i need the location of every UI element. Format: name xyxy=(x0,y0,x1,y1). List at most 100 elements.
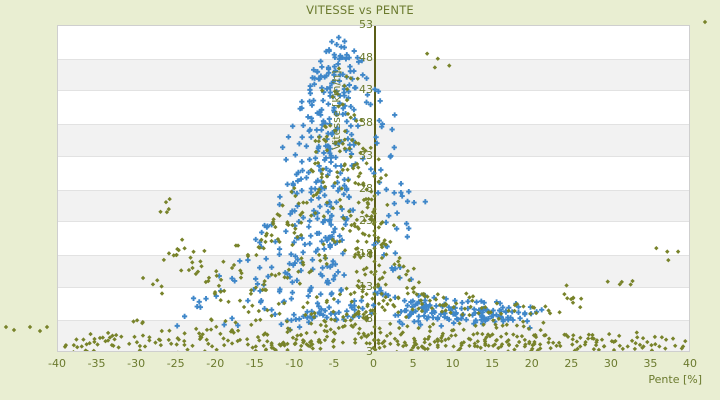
y-tick-label: 8 xyxy=(366,312,373,326)
data-point xyxy=(425,303,432,310)
data-point xyxy=(376,179,383,186)
data-point xyxy=(306,169,312,176)
data-point xyxy=(392,304,397,309)
data-point xyxy=(291,239,297,245)
data-point xyxy=(543,304,548,309)
data-point xyxy=(460,311,466,318)
data-point xyxy=(302,241,308,248)
data-point xyxy=(388,297,393,303)
data-point xyxy=(498,308,504,314)
data-point xyxy=(438,311,444,317)
data-point xyxy=(416,306,421,311)
data-point xyxy=(257,288,263,294)
x-tick-label: -30 xyxy=(127,357,146,370)
data-point xyxy=(221,288,227,294)
data-point xyxy=(527,304,534,310)
data-point xyxy=(378,288,384,294)
data-point xyxy=(459,300,465,306)
data-point xyxy=(464,291,469,296)
data-point xyxy=(406,225,412,231)
data-point xyxy=(264,231,270,236)
data-point xyxy=(292,230,297,236)
data-point xyxy=(305,114,311,120)
data-point xyxy=(470,312,476,318)
x-tick-label: -15 xyxy=(245,357,264,370)
data-point xyxy=(412,302,418,308)
y-tick-label: 38 xyxy=(359,116,373,130)
x-tick-label: 10 xyxy=(445,357,460,370)
data-point xyxy=(425,294,430,299)
data-point xyxy=(258,299,264,305)
data-point xyxy=(578,305,583,310)
data-point xyxy=(275,236,281,242)
data-point xyxy=(448,310,453,315)
data-point xyxy=(414,292,419,297)
data-point xyxy=(263,287,269,293)
data-point xyxy=(521,304,526,309)
data-point xyxy=(424,51,430,56)
data-point xyxy=(446,304,452,310)
data-point xyxy=(547,311,553,316)
data-point xyxy=(420,302,427,308)
data-point xyxy=(256,308,262,314)
data-point xyxy=(284,181,291,187)
data-point xyxy=(675,249,681,254)
data-point xyxy=(419,301,425,307)
data-point xyxy=(557,310,562,315)
data-point xyxy=(383,243,389,249)
zero-reference-line xyxy=(373,26,376,351)
data-point xyxy=(256,244,261,250)
data-point xyxy=(292,223,298,229)
data-point xyxy=(665,249,670,254)
data-point xyxy=(476,307,482,313)
data-point xyxy=(480,305,486,312)
data-point xyxy=(429,310,435,316)
data-point xyxy=(307,287,313,293)
data-point xyxy=(407,311,413,318)
data-point xyxy=(374,290,381,296)
data-point xyxy=(307,98,313,104)
data-point xyxy=(212,291,218,296)
data-point xyxy=(413,308,419,314)
data-point xyxy=(410,298,416,304)
data-point xyxy=(391,302,396,308)
data-point xyxy=(435,292,441,297)
plot-area[interactable] xyxy=(57,25,690,352)
data-point xyxy=(295,234,300,240)
data-point xyxy=(570,296,576,301)
data-point xyxy=(261,306,268,312)
data-point xyxy=(241,304,247,310)
data-point xyxy=(306,224,312,230)
y-tick-label: 3 xyxy=(366,345,373,358)
data-point xyxy=(194,303,200,310)
data-point xyxy=(422,309,428,315)
data-point xyxy=(277,311,282,316)
data-point xyxy=(380,305,385,310)
data-point xyxy=(290,180,296,187)
data-point xyxy=(378,175,384,181)
data-point xyxy=(273,224,278,230)
data-point xyxy=(261,222,268,229)
data-point xyxy=(427,298,433,303)
data-point xyxy=(470,298,475,303)
data-point xyxy=(443,296,449,302)
data-point xyxy=(383,242,389,247)
y-tick-label: 23 xyxy=(359,214,373,228)
data-point xyxy=(509,309,515,315)
data-point xyxy=(300,313,307,320)
data-point xyxy=(473,299,480,305)
data-point xyxy=(246,309,251,315)
data-point xyxy=(281,298,287,304)
data-point xyxy=(431,308,437,314)
data-point xyxy=(480,307,486,313)
data-point xyxy=(290,182,296,188)
x-tick-label: -20 xyxy=(206,357,225,370)
data-point xyxy=(410,309,416,315)
data-point xyxy=(269,233,274,238)
data-point xyxy=(486,310,491,315)
y-tick-label: 43 xyxy=(359,83,373,97)
data-point xyxy=(530,305,535,310)
data-point xyxy=(299,235,305,241)
data-point xyxy=(419,291,425,297)
data-point xyxy=(451,311,457,317)
